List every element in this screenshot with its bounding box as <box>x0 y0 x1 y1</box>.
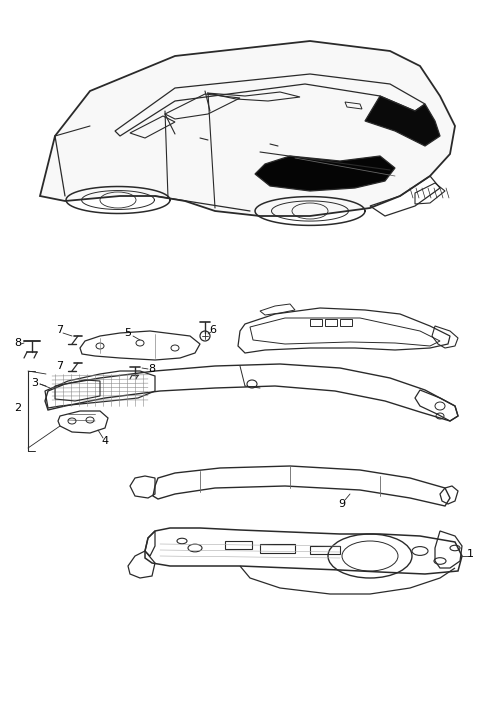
Text: 8: 8 <box>148 364 156 374</box>
Text: 2: 2 <box>14 403 22 413</box>
Text: 8: 8 <box>14 338 22 348</box>
Polygon shape <box>255 156 395 191</box>
Text: 7: 7 <box>57 361 63 371</box>
Text: 7: 7 <box>57 325 63 335</box>
Text: 5: 5 <box>124 328 132 338</box>
Text: 9: 9 <box>338 499 346 509</box>
Polygon shape <box>40 41 455 216</box>
Polygon shape <box>365 96 440 146</box>
Text: 3: 3 <box>31 378 38 388</box>
Text: 6: 6 <box>209 325 216 335</box>
Text: 1: 1 <box>467 549 473 559</box>
Text: 4: 4 <box>101 436 108 446</box>
